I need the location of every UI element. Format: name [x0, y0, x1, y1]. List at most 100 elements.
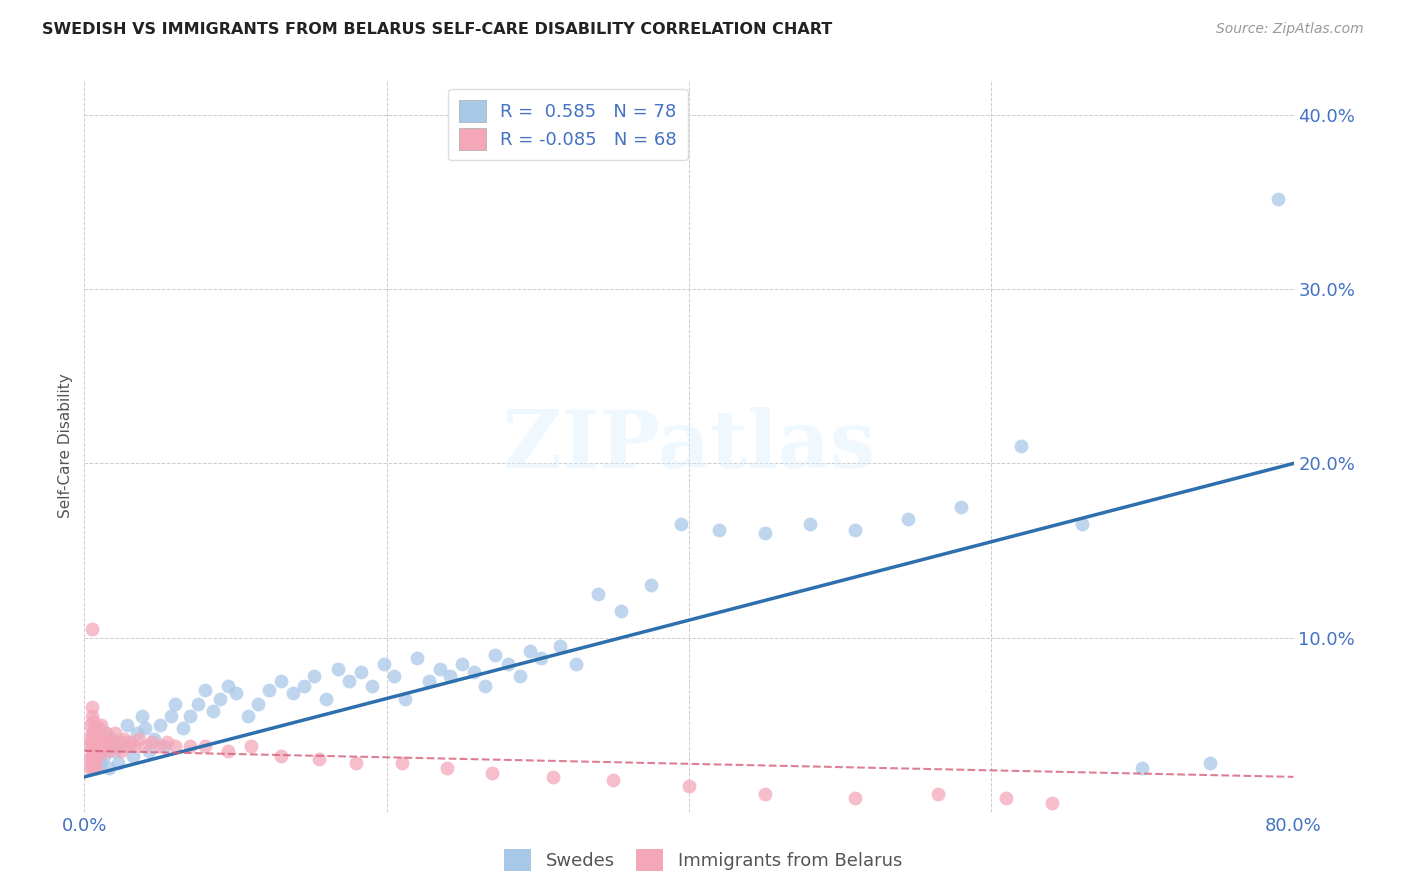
- Point: [1011, 439, 1033, 453]
- Point: [165, 739, 187, 753]
- Point: [463, 665, 485, 680]
- Point: [84, 744, 107, 758]
- Point: [87, 749, 110, 764]
- Point: [87, 731, 110, 746]
- Point: [118, 735, 141, 749]
- Point: [131, 709, 153, 723]
- Point: [159, 709, 181, 723]
- Point: [179, 739, 201, 753]
- Point: [564, 657, 586, 671]
- Point: [121, 749, 143, 764]
- Point: [217, 679, 239, 693]
- Point: [110, 744, 132, 758]
- Point: [382, 669, 405, 683]
- Point: [239, 739, 262, 753]
- Point: [118, 739, 141, 753]
- Point: [1267, 192, 1289, 206]
- Point: [247, 697, 270, 711]
- Point: [80, 622, 103, 636]
- Point: [82, 739, 104, 753]
- Point: [115, 717, 138, 731]
- Point: [541, 770, 564, 784]
- Point: [80, 700, 103, 714]
- Point: [950, 500, 973, 514]
- Point: [98, 731, 121, 746]
- Point: [1040, 796, 1063, 810]
- Point: [429, 662, 451, 676]
- Legend: R =  0.585   N = 78, R = -0.085   N = 68: R = 0.585 N = 78, R = -0.085 N = 68: [449, 89, 688, 161]
- Point: [270, 749, 292, 764]
- Point: [640, 578, 662, 592]
- Point: [86, 761, 108, 775]
- Point: [127, 726, 149, 740]
- Point: [346, 756, 368, 770]
- Point: [927, 787, 949, 801]
- Point: [530, 651, 553, 665]
- Point: [257, 682, 280, 697]
- Point: [201, 704, 224, 718]
- Point: [128, 731, 150, 746]
- Point: [90, 756, 112, 770]
- Point: [844, 523, 866, 537]
- Point: [550, 640, 572, 654]
- Point: [1130, 761, 1153, 775]
- Point: [799, 517, 821, 532]
- Point: [153, 739, 176, 753]
- Point: [80, 761, 103, 775]
- Point: [94, 726, 117, 740]
- Point: [94, 726, 117, 740]
- Point: [100, 739, 122, 753]
- Point: [104, 744, 127, 758]
- Point: [80, 709, 103, 723]
- Point: [86, 744, 108, 758]
- Text: ZIPatlas: ZIPatlas: [503, 407, 875, 485]
- Point: [292, 679, 315, 693]
- Point: [115, 739, 138, 753]
- Point: [509, 669, 531, 683]
- Point: [79, 717, 101, 731]
- Point: [97, 761, 120, 775]
- Point: [406, 651, 429, 665]
- Point: [373, 657, 395, 671]
- Point: [80, 735, 103, 749]
- Point: [134, 721, 156, 735]
- Point: [82, 714, 104, 728]
- Point: [97, 744, 120, 758]
- Point: [496, 657, 519, 671]
- Point: [165, 697, 187, 711]
- Text: Source: ZipAtlas.com: Source: ZipAtlas.com: [1216, 22, 1364, 37]
- Point: [84, 731, 107, 746]
- Point: [96, 735, 118, 749]
- Point: [112, 731, 135, 746]
- Point: [82, 726, 104, 740]
- Point: [474, 679, 496, 693]
- Point: [897, 512, 920, 526]
- Point: [172, 721, 194, 735]
- Point: [315, 691, 337, 706]
- Point: [1071, 517, 1094, 532]
- Point: [77, 752, 100, 766]
- Point: [90, 744, 112, 758]
- Point: [96, 739, 118, 753]
- Point: [194, 739, 217, 753]
- Point: [84, 721, 107, 735]
- Point: [602, 773, 624, 788]
- Point: [754, 526, 776, 541]
- Point: [281, 686, 304, 700]
- Point: [391, 756, 413, 770]
- Point: [754, 787, 776, 801]
- Point: [141, 735, 163, 749]
- Point: [209, 691, 232, 706]
- Point: [225, 686, 247, 700]
- Point: [104, 726, 127, 740]
- Point: [89, 739, 111, 753]
- Point: [149, 717, 172, 731]
- Point: [79, 761, 101, 775]
- Point: [337, 674, 360, 689]
- Point: [610, 604, 633, 618]
- Point: [217, 744, 239, 758]
- Point: [91, 735, 114, 749]
- Point: [360, 679, 382, 693]
- Point: [308, 752, 330, 766]
- Point: [90, 717, 112, 731]
